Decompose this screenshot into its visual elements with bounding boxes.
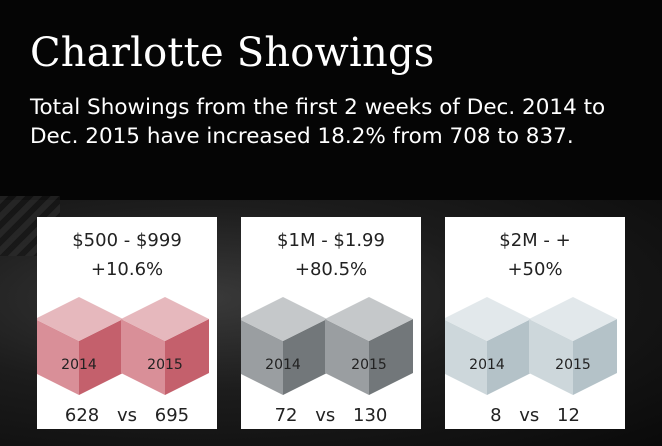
vs-separator: vs <box>116 405 138 426</box>
cube-right-face <box>79 319 123 395</box>
card-change: +80.5% <box>294 259 368 280</box>
cube-year-label: 2014 <box>469 357 505 373</box>
cube-left-face <box>529 319 573 395</box>
card-title: $2M - + <box>499 230 571 251</box>
cube-left-face <box>37 320 79 395</box>
value-2015: 695 <box>154 405 190 426</box>
cube-year-label: 2015 <box>147 357 183 373</box>
cube-year-label: 2014 <box>265 357 301 373</box>
cube-left-face <box>325 319 369 395</box>
cube-year-label: 2015 <box>555 357 591 373</box>
cube-right-face <box>487 319 531 395</box>
cube-right-face <box>369 319 413 395</box>
cube-2014: 2014 <box>241 297 327 395</box>
value-2015: 12 <box>557 405 580 426</box>
cube-right-face <box>165 319 209 395</box>
cube-top-face <box>325 297 413 341</box>
price-range-card-1: $500 - $999 +10.6% 2014 2015 628 vs 695 <box>37 217 217 429</box>
card-change: +10.6% <box>90 259 164 280</box>
card-change: +50% <box>507 259 563 280</box>
value-2014: 628 <box>64 405 100 426</box>
card-values: 72 vs 130 <box>241 405 421 426</box>
cube-chart: 2014 2015 <box>445 297 617 395</box>
page-subtitle: Total Showings from the first 2 weeks of… <box>30 95 606 149</box>
cube-2015: 2015 <box>121 297 209 395</box>
page-title: Charlotte Showings <box>30 30 435 76</box>
cube-top-face <box>529 297 617 341</box>
cube-right-face <box>573 319 617 395</box>
cube-2014: 2014 <box>37 297 123 395</box>
cube-year-label: 2014 <box>61 357 97 373</box>
cube-2014: 2014 <box>445 297 531 395</box>
cube-2015: 2015 <box>325 297 413 395</box>
vs-separator: vs <box>519 405 540 426</box>
value-2014: 72 <box>274 405 298 426</box>
cube-left-face <box>241 320 283 395</box>
cube-2015: 2015 <box>529 297 617 395</box>
price-range-card-2: $1M - $1.99 +80.5% 2014 2015 72 vs 130 <box>241 217 421 429</box>
value-2015: 130 <box>353 405 388 426</box>
cube-top-face <box>241 297 327 341</box>
cube-top-face <box>37 297 123 341</box>
cube-left-face <box>445 320 487 395</box>
card-title: $1M - $1.99 <box>277 230 385 251</box>
cube-top-face <box>445 297 531 341</box>
value-2014: 8 <box>490 405 502 426</box>
cube-top-face <box>121 297 209 341</box>
cube-left-face <box>121 319 165 395</box>
card-title: $500 - $999 <box>72 230 182 251</box>
vs-separator: vs <box>315 405 336 426</box>
card-values: 8 vs 12 <box>445 405 625 426</box>
price-range-card-3: $2M - + +50% 2014 2015 8 vs 12 <box>445 217 625 429</box>
cube-chart: 2014 2015 <box>241 297 413 395</box>
cube-right-face <box>283 319 327 395</box>
cube-chart: 2014 2015 <box>37 297 209 395</box>
cube-year-label: 2015 <box>351 357 387 373</box>
card-values: 628 vs 695 <box>37 405 217 426</box>
